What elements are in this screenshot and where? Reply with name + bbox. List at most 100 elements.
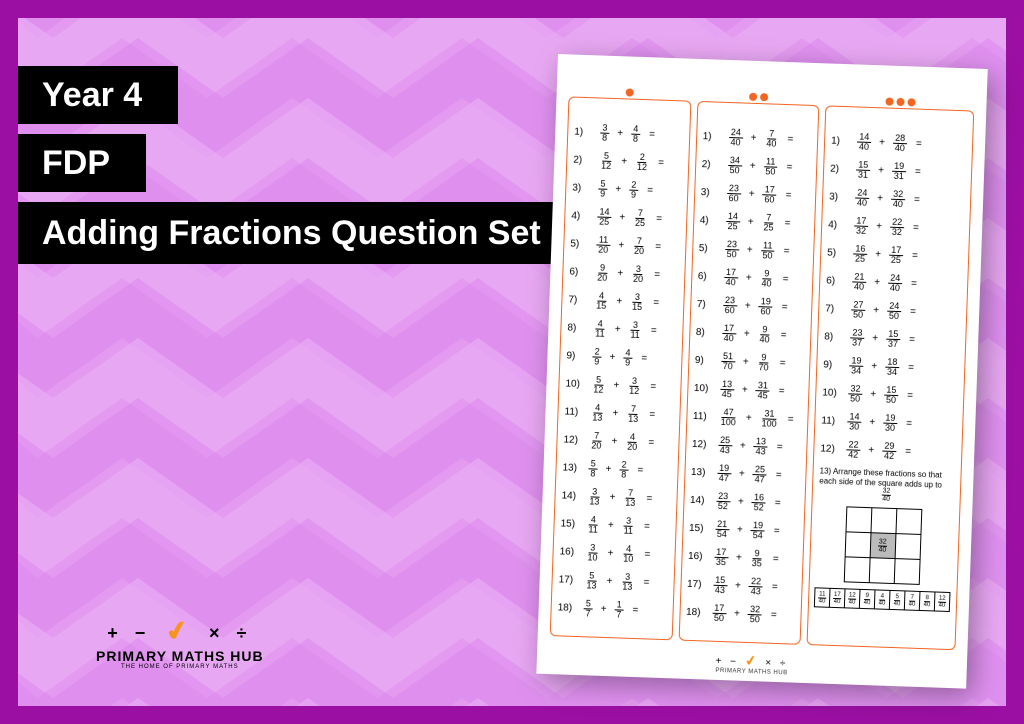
fraction: 513 <box>584 571 599 590</box>
fraction: 1625 <box>853 244 868 263</box>
fraction: 2350 <box>724 239 739 258</box>
question-number: 17) <box>687 578 707 590</box>
question-row: 8)1740+940= <box>695 318 804 350</box>
question-row: 2)512+212= <box>573 146 682 178</box>
fraction: 1550 <box>884 385 899 404</box>
equals-sign: = <box>907 390 913 401</box>
grid-cell <box>868 557 895 584</box>
equals-sign: = <box>782 273 788 284</box>
plus-sign: + <box>743 356 749 367</box>
fraction: 1725 <box>889 245 904 264</box>
question-number: 11) <box>564 406 584 418</box>
logo-brand: PRIMARY MATHS HUB <box>96 648 264 664</box>
fraction: 2440 <box>888 273 903 292</box>
fraction: 59 <box>598 179 608 198</box>
plus-sign: + <box>869 417 875 428</box>
equals-sign: = <box>905 446 911 457</box>
label-topic: FDP <box>18 134 146 192</box>
grid-cell <box>870 507 897 534</box>
dot-icon <box>626 88 634 96</box>
grid-cell <box>893 558 920 585</box>
question-number: 9) <box>566 350 586 362</box>
question-row: 15)2154+1954= <box>689 514 798 546</box>
question-row: 12)720+420= <box>563 425 672 457</box>
fraction: 1930 <box>883 413 898 432</box>
plus-sign: + <box>746 412 752 423</box>
question-number: 12) <box>820 443 840 455</box>
label-title-text: Adding Fractions Question Set <box>42 214 541 253</box>
equals-sign: = <box>643 577 649 588</box>
plus-sign: + <box>745 300 751 311</box>
fraction: 48 <box>631 124 641 143</box>
difficulty-dots <box>622 88 638 97</box>
question-number: 6) <box>698 271 718 283</box>
fraction: 713 <box>626 404 641 423</box>
fraction: 2154 <box>715 519 730 538</box>
question-row: 7)415+315= <box>568 286 677 318</box>
fraction: 3250 <box>748 604 763 623</box>
worksheet-column: 1)1440+2840=2)1531+1931=3)2440+3240=4)17… <box>807 105 975 650</box>
question-row: 12)2543+1343= <box>691 430 800 462</box>
dot-icon <box>760 93 768 101</box>
plus-sign: + <box>600 603 606 614</box>
equals-sign: = <box>776 469 782 480</box>
equals-sign: = <box>654 269 660 280</box>
equals-sign: = <box>779 385 785 396</box>
question-row: 5)2350+1150= <box>698 234 807 266</box>
plus-sign: + <box>612 408 618 419</box>
fraction: 512 <box>591 375 606 394</box>
equals-sign: = <box>649 409 655 420</box>
dot-icon <box>896 98 904 106</box>
question-row: 9)5170+970= <box>694 346 803 378</box>
fraction: 2840 <box>893 133 908 152</box>
question-number: 2) <box>573 154 593 166</box>
question-number: 7) <box>697 299 717 311</box>
equals-sign: = <box>913 222 919 233</box>
challenge-chips: 1140174012409404405407408401240 <box>815 588 951 613</box>
equals-sign: = <box>784 218 790 229</box>
equals-sign: = <box>780 357 786 368</box>
question-number: 10) <box>822 387 842 399</box>
brand-logo: + − ✔ × ÷ PRIMARY MATHS HUB THE HOME OF … <box>96 615 264 670</box>
plus-sign: + <box>876 221 882 232</box>
question-number: 13) <box>691 466 711 478</box>
equals-sign: = <box>650 381 656 392</box>
question-number: 10) <box>565 378 585 390</box>
label-title: Adding Fractions Question Set <box>18 202 579 264</box>
grid-cell <box>844 531 871 558</box>
fraction: 1750 <box>712 603 727 622</box>
worksheet-column: 1)38+48=2)512+212=3)59+29=4)1425+725=5)1… <box>550 96 691 640</box>
fraction: 5170 <box>721 351 736 370</box>
question-number: 3) <box>701 187 721 199</box>
logo-symbols: + − ✔ × ÷ <box>96 615 264 646</box>
question-row: 9)29+49= <box>566 341 675 373</box>
plus-sign: + <box>605 463 611 474</box>
equals-sign: = <box>653 297 659 308</box>
check-icon: ✔ <box>163 612 197 648</box>
plus-sign: + <box>617 268 623 279</box>
label-year: Year 4 <box>18 66 178 124</box>
plus-sign: + <box>870 389 876 400</box>
fraction: 1343 <box>753 437 768 456</box>
question-number: 1) <box>574 126 594 138</box>
fraction: 1740 <box>723 267 738 286</box>
fraction: 1652 <box>752 493 767 512</box>
question-row: 1)38+48= <box>574 118 683 150</box>
fraction: 57 <box>583 599 593 618</box>
question-row: 7)2360+1960= <box>696 290 805 322</box>
plus-sign: + <box>616 296 622 307</box>
fraction: 512 <box>599 151 614 170</box>
plus-sign: + <box>735 580 741 591</box>
fraction: 720 <box>589 431 604 450</box>
plus-sign: + <box>748 216 754 227</box>
equals-sign: = <box>772 581 778 592</box>
fraction: 1740 <box>722 323 737 342</box>
question-number: 13) <box>562 462 582 474</box>
plus-sign: + <box>739 468 745 479</box>
question-number: 16) <box>688 550 708 562</box>
plus-sign: + <box>738 496 744 507</box>
question-row: 6)1740+940= <box>697 262 806 294</box>
equals-sign: = <box>775 497 781 508</box>
question-number: 18) <box>557 602 577 614</box>
worksheet-columns: 1)38+48=2)512+212=3)59+29=4)1425+725=5)1… <box>550 96 975 650</box>
